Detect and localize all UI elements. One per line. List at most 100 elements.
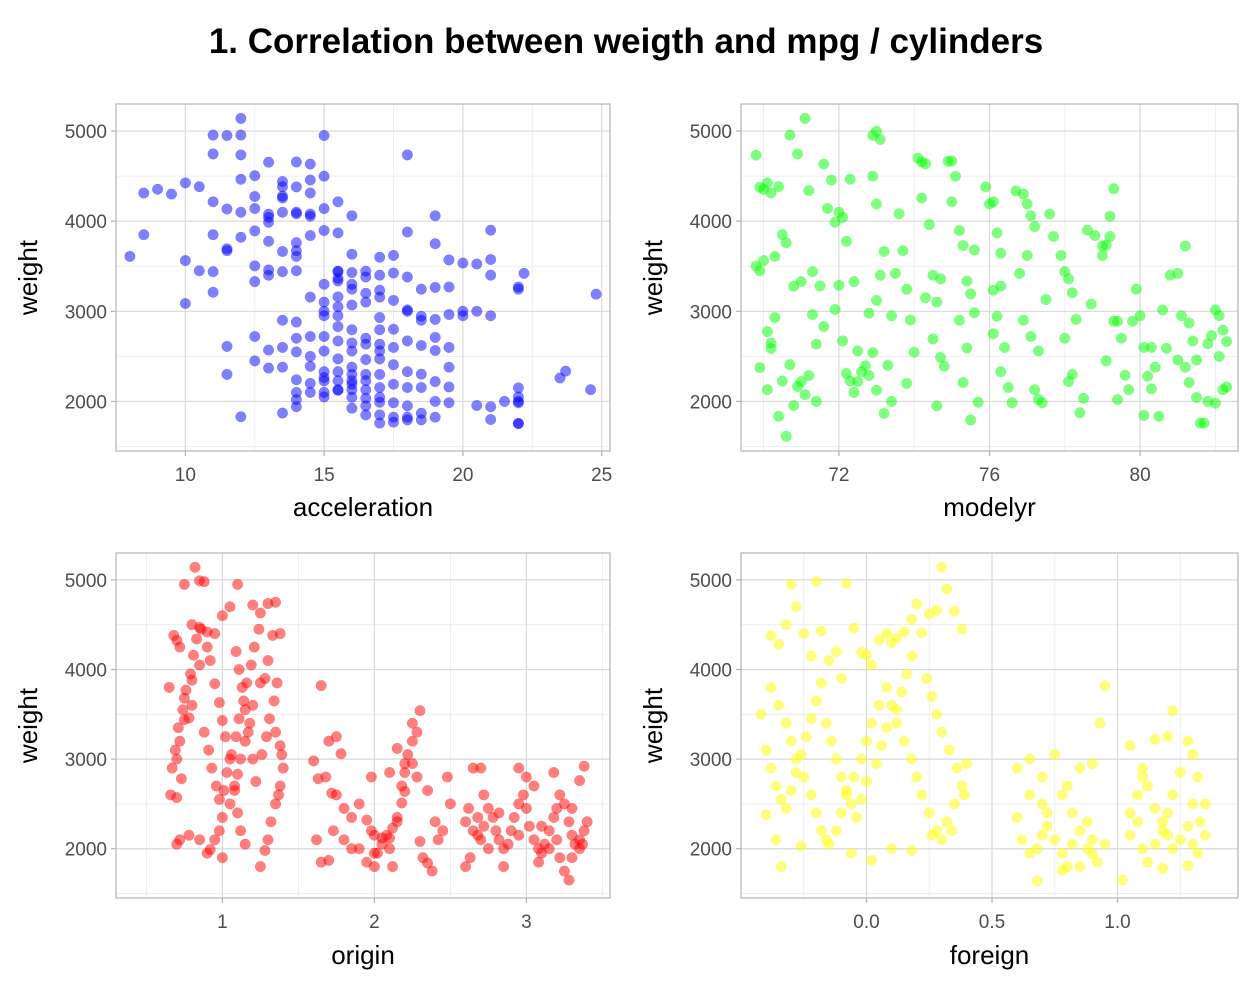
data-point — [387, 416, 400, 428]
data-point — [956, 623, 968, 635]
data-point — [901, 377, 913, 389]
data-point — [936, 726, 948, 738]
data-point — [232, 807, 244, 819]
data-point — [1134, 310, 1146, 322]
data-point — [957, 376, 969, 389]
data-point — [346, 402, 358, 414]
data-point — [873, 699, 885, 711]
data-point — [760, 744, 772, 756]
data-point — [415, 339, 427, 352]
data-point — [198, 726, 210, 738]
data-point — [260, 731, 273, 743]
data-point — [498, 861, 510, 873]
data-point — [870, 294, 883, 306]
data-point — [263, 362, 275, 374]
data-point — [166, 762, 178, 774]
data-point — [437, 825, 449, 837]
data-point — [788, 399, 800, 412]
data-point — [254, 607, 266, 619]
data-point — [943, 744, 955, 756]
data-point — [304, 230, 316, 242]
data-point — [346, 345, 358, 357]
data-point — [957, 239, 969, 252]
data-point — [250, 775, 262, 788]
data-point — [987, 196, 999, 208]
data-point — [773, 181, 785, 193]
data-point — [893, 208, 905, 220]
data-point — [931, 708, 943, 720]
data-point — [235, 753, 247, 765]
data-point — [249, 170, 261, 182]
data-point — [919, 158, 932, 170]
data-point — [387, 397, 400, 409]
data-point — [471, 258, 483, 270]
data-point — [346, 375, 358, 387]
data-point — [1074, 861, 1086, 873]
data-point — [1187, 335, 1199, 347]
x-axis-label: origin — [331, 940, 395, 970]
data-point — [1040, 294, 1052, 306]
data-point — [346, 811, 358, 823]
data-point — [235, 173, 247, 185]
data-point — [1049, 749, 1061, 761]
y-tick-label: 2000 — [65, 392, 107, 413]
data-point — [921, 672, 933, 685]
data-point — [399, 785, 411, 797]
data-point — [815, 825, 827, 837]
data-point — [835, 672, 847, 685]
data-point — [371, 847, 383, 859]
data-point — [1085, 298, 1097, 310]
data-point — [859, 360, 871, 372]
data-point — [270, 726, 282, 738]
data-point — [897, 245, 909, 257]
data-point — [422, 784, 434, 797]
x-tick-label: 76 — [979, 465, 1000, 486]
data-point — [860, 735, 873, 747]
data-point — [873, 634, 885, 646]
data-point — [1029, 221, 1041, 233]
data-point — [577, 838, 589, 850]
data-point — [863, 307, 875, 319]
data-point — [935, 273, 947, 285]
data-point — [560, 365, 572, 377]
data-point — [765, 629, 777, 641]
data-point — [138, 229, 150, 241]
data-point — [443, 381, 455, 393]
data-point — [904, 314, 916, 326]
data-point — [916, 192, 928, 204]
data-point — [401, 366, 413, 378]
data-point — [1162, 731, 1174, 743]
data-point — [965, 414, 977, 426]
data-point — [1167, 789, 1179, 801]
data-point — [810, 338, 822, 350]
data-point — [1116, 874, 1129, 886]
data-point — [818, 321, 830, 333]
chart-title: 1. Correlation between weigth and mpg / … — [208, 22, 1044, 61]
data-point — [1036, 829, 1048, 841]
data-point — [980, 181, 992, 193]
data-point — [874, 269, 886, 281]
data-point — [911, 771, 923, 783]
data-point — [855, 793, 868, 805]
data-point — [911, 598, 923, 610]
data-point — [936, 561, 948, 573]
data-point — [1041, 807, 1053, 819]
data-point — [323, 854, 335, 866]
data-point — [263, 235, 275, 247]
data-point — [218, 784, 230, 797]
data-point — [387, 267, 400, 279]
data-point — [180, 684, 192, 696]
data-point — [1025, 330, 1037, 343]
y-tick-label: 4000 — [690, 660, 732, 681]
data-point — [860, 775, 873, 788]
data-point — [204, 844, 216, 856]
panel-background — [741, 553, 1238, 898]
data-point — [1217, 324, 1229, 336]
data-point — [1191, 391, 1203, 403]
data-point — [253, 623, 265, 635]
data-point — [256, 749, 268, 761]
data-point — [1074, 825, 1086, 837]
data-point — [870, 198, 883, 210]
data-point — [304, 174, 316, 186]
data-point — [860, 649, 873, 661]
